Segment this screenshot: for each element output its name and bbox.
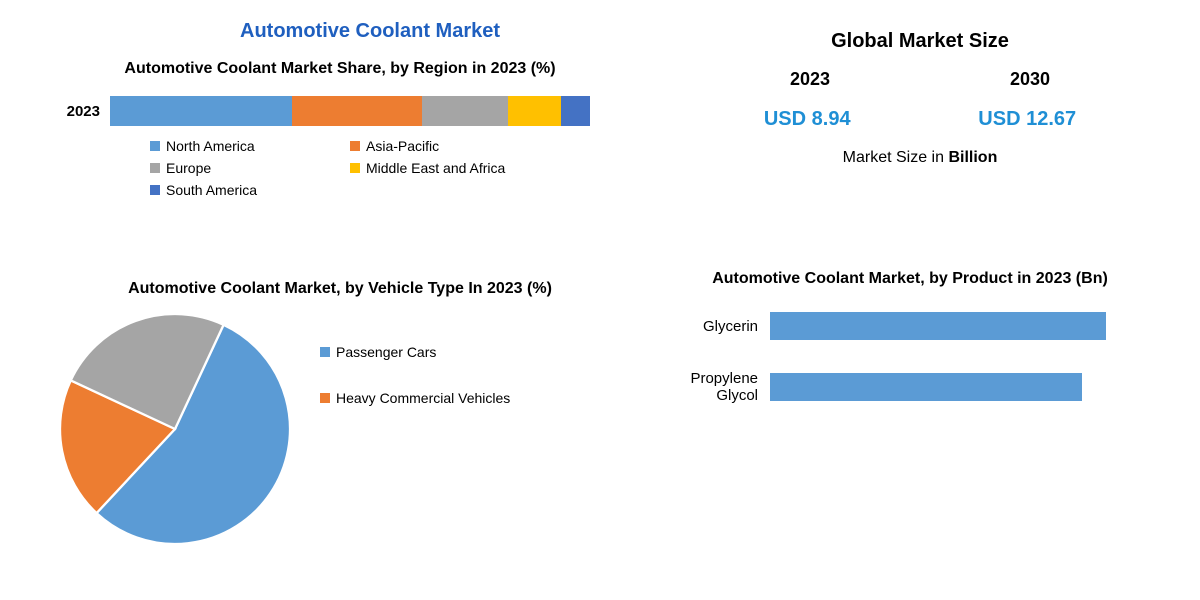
region-share-chart: Automotive Coolant Market Share, by Regi…	[60, 60, 620, 204]
region-legend-item: Europe	[150, 160, 350, 176]
vehicle-pie-chart: Automotive Coolant Market, by Vehicle Ty…	[60, 280, 620, 544]
market-size-values: USD 8.94 USD 12.67	[700, 108, 1140, 131]
market-size-note: Market Size in Billion	[700, 149, 1140, 167]
legend-label: North America	[166, 138, 255, 154]
legend-label: Heavy Commercial Vehicles	[336, 390, 510, 406]
page-title: Automotive Coolant Market	[240, 20, 500, 43]
region-stacked-bar-wrap: 2023	[60, 96, 620, 126]
legend-label: Europe	[166, 160, 211, 176]
product-bar-row: Propylene Glycol	[650, 370, 1170, 404]
vehicle-pie-row: Passenger Cars Heavy Commercial Vehicles	[60, 314, 620, 544]
product-bar-track	[770, 373, 1170, 401]
vehicle-pie-legend: Passenger Cars Heavy Commercial Vehicles	[290, 314, 540, 436]
product-bar-label: Glycerin	[650, 318, 770, 335]
region-legend-item: South America	[150, 182, 350, 198]
vehicle-pie-title: Automotive Coolant Market, by Vehicle Ty…	[60, 280, 620, 298]
product-chart-title: Automotive Coolant Market, by Product in…	[650, 270, 1170, 288]
legend-swatch-icon	[150, 163, 160, 173]
product-bar	[770, 312, 1106, 340]
region-segment	[292, 96, 422, 126]
legend-label: Asia-Pacific	[366, 138, 439, 154]
market-size-panel: Global Market Size 2023 2030 USD 8.94 US…	[700, 30, 1140, 167]
legend-label: Middle East and Africa	[366, 160, 505, 176]
region-legend-item: Asia-Pacific	[350, 138, 550, 154]
market-size-value-a: USD 8.94	[764, 108, 851, 131]
region-stacked-bar	[110, 96, 590, 126]
product-chart-body: Glycerin Propylene Glycol	[650, 312, 1170, 404]
market-size-note-prefix: Market Size in	[843, 149, 949, 166]
product-bar-chart: Automotive Coolant Market, by Product in…	[650, 270, 1170, 434]
legend-swatch-icon	[150, 141, 160, 151]
market-size-note-bold: Billion	[948, 149, 997, 166]
product-bar-row: Glycerin	[650, 312, 1170, 340]
region-legend: North America Asia-Pacific Europe Middle Ea…	[60, 138, 620, 204]
market-size-title: Global Market Size	[700, 30, 1140, 53]
region-segment	[561, 96, 590, 126]
region-y-label: 2023	[60, 103, 110, 120]
legend-label: Passenger Cars	[336, 344, 436, 360]
market-size-years: 2023 2030	[700, 69, 1140, 90]
page-title-text: Automotive Coolant Market	[240, 20, 500, 42]
product-bar	[770, 373, 1082, 401]
product-bar-track	[770, 312, 1170, 340]
pie-legend-item: Passenger Cars	[320, 344, 540, 360]
product-bar-label: Propylene Glycol	[650, 370, 770, 404]
region-chart-title: Automotive Coolant Market Share, by Regi…	[60, 60, 620, 78]
market-size-value-b: USD 12.67	[978, 108, 1076, 131]
legend-swatch-icon	[150, 185, 160, 195]
market-size-year-a: 2023	[790, 69, 830, 90]
region-legend-item: Middle East and Africa	[350, 160, 550, 176]
legend-swatch-icon	[320, 347, 330, 357]
region-segment	[422, 96, 508, 126]
legend-swatch-icon	[350, 163, 360, 173]
pie-legend-item: Heavy Commercial Vehicles	[320, 390, 540, 406]
region-segment	[508, 96, 561, 126]
region-legend-item: North America	[150, 138, 350, 154]
market-size-year-b: 2030	[1010, 69, 1050, 90]
legend-swatch-icon	[350, 141, 360, 151]
vehicle-pie-svg	[60, 314, 290, 544]
legend-label: South America	[166, 182, 257, 198]
legend-swatch-icon	[320, 393, 330, 403]
region-segment	[110, 96, 292, 126]
